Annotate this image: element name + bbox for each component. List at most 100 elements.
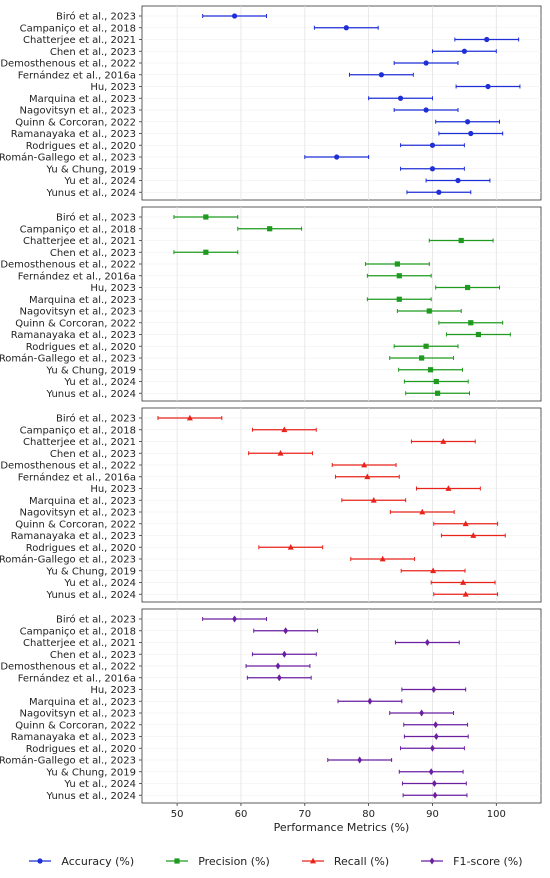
- legend-item: F1-score (%): [419, 854, 523, 868]
- data-point: [397, 95, 404, 101]
- legend-marker: [174, 858, 180, 864]
- legend-label: Precision (%): [198, 854, 270, 868]
- data-point: [343, 25, 349, 31]
- legend-item: Accuracy (%): [27, 855, 134, 868]
- data-point: [396, 273, 402, 279]
- study-label: Yu et al., 2024: [63, 779, 136, 790]
- study-label: Chen et al., 2023: [50, 449, 136, 460]
- data-point: [367, 697, 373, 705]
- data-point: [455, 177, 461, 184]
- study-label: Biró et al., 2023: [56, 212, 136, 224]
- legend-marker: [429, 857, 435, 865]
- x-tick-label: 80: [362, 809, 375, 820]
- data-point: [361, 461, 368, 468]
- data-point: [430, 744, 435, 752]
- data-point: [276, 674, 282, 682]
- study-label: Quinn & Corcoran, 2022: [15, 318, 136, 329]
- data-point: [357, 756, 363, 764]
- study-label: Román-Gallego et al., 2023: [0, 152, 136, 164]
- study-label: Yunus et al., 2024: [45, 791, 136, 802]
- data-point: [277, 450, 284, 456]
- study-label: Chatterjee et al., 2021: [23, 35, 136, 46]
- study-label: Campaniço et al., 2018: [20, 23, 136, 34]
- data-point: [475, 331, 482, 338]
- x-tick-label: 90: [426, 809, 439, 820]
- panel-frame: [141, 206, 542, 402]
- study-label: Yu & Chung, 2019: [45, 365, 136, 376]
- data-point: [419, 508, 426, 515]
- study-label: Demosthenous et al., 2022: [0, 461, 136, 472]
- study-label: Fernández et al., 2016a: [18, 672, 136, 684]
- study-label: Yu et al., 2024: [63, 176, 136, 187]
- study-label: Yu & Chung, 2019: [45, 164, 136, 175]
- data-point: [468, 320, 474, 326]
- data-point: [428, 768, 434, 776]
- data-point: [267, 226, 273, 232]
- legend-marker: [309, 857, 316, 864]
- study-label: Campaniço et al., 2018: [20, 626, 136, 637]
- study-label: Chatterjee et al., 2021: [23, 437, 136, 448]
- study-label: Román-Gallego et al., 2023: [0, 353, 136, 365]
- study-label: Ramanayaka et al., 2023: [11, 330, 136, 341]
- data-point: [281, 650, 287, 658]
- data-point: [429, 142, 436, 148]
- study-label: Yunus et al., 2024: [45, 389, 136, 400]
- data-point: [231, 13, 238, 19]
- data-point: [485, 83, 491, 90]
- legend-label: Accuracy (%): [61, 854, 135, 868]
- study-label: Rodrigues et al., 2020: [26, 543, 136, 554]
- legend-item: Recall (%): [300, 855, 389, 868]
- legend: Accuracy (%) Precision (%) Recall (%) F1-sc…: [0, 848, 550, 874]
- data-point: [431, 686, 437, 693]
- data-point: [394, 261, 400, 267]
- study-label: Hu, 2023: [90, 82, 136, 93]
- data-point: [462, 520, 469, 527]
- study-label: Yu et al., 2024: [63, 377, 136, 388]
- study-label: Nagovitsyn et al., 2023: [20, 508, 136, 519]
- study-label: Demosthenous et al., 2022: [0, 59, 136, 70]
- data-point: [232, 615, 237, 623]
- study-label: Quinn & Corcoran, 2022: [15, 117, 136, 128]
- panel-frame: [141, 407, 542, 603]
- data-point: [423, 60, 429, 66]
- study-label: Marquina et al., 2023: [29, 295, 136, 306]
- data-point: [429, 166, 436, 172]
- data-point: [419, 709, 425, 717]
- study-label: Yunus et al., 2024: [45, 188, 136, 199]
- study-label: Quinn & Corcoran, 2022: [15, 519, 136, 530]
- x-tick-label: 70: [298, 809, 311, 820]
- data-point: [379, 555, 386, 562]
- data-point: [433, 721, 439, 729]
- data-point: [464, 284, 471, 291]
- study-label: Román-Gallego et al., 2023: [0, 554, 136, 566]
- data-point: [378, 72, 384, 78]
- study-label: Fernández et al., 2016a: [18, 471, 136, 483]
- data-point: [427, 367, 434, 373]
- study-label: Ramanayaka et al., 2023: [11, 129, 136, 140]
- data-point: [281, 426, 288, 433]
- study-label: Chen et al., 2023: [50, 650, 136, 661]
- data-point: [186, 414, 193, 421]
- study-label: Campaniço et al., 2018: [20, 224, 136, 235]
- legend-label: F1-score (%): [453, 854, 523, 868]
- data-point: [461, 48, 467, 54]
- study-label: Demosthenous et al., 2022: [0, 260, 136, 271]
- data-point: [423, 107, 429, 113]
- study-label: Fernández et al., 2016a: [18, 270, 136, 282]
- data-point: [460, 579, 467, 585]
- legend-marker: [37, 858, 44, 864]
- study-label: Nagovitsyn et al., 2023: [20, 709, 136, 720]
- data-point: [434, 390, 441, 396]
- study-label: Demosthenous et al., 2022: [0, 662, 136, 673]
- study-label: Yu & Chung, 2019: [45, 566, 136, 577]
- study-label: Chen et al., 2023: [50, 47, 136, 58]
- data-point: [436, 189, 442, 195]
- data-point: [468, 130, 474, 137]
- data-point: [370, 497, 377, 503]
- data-point: [433, 378, 439, 385]
